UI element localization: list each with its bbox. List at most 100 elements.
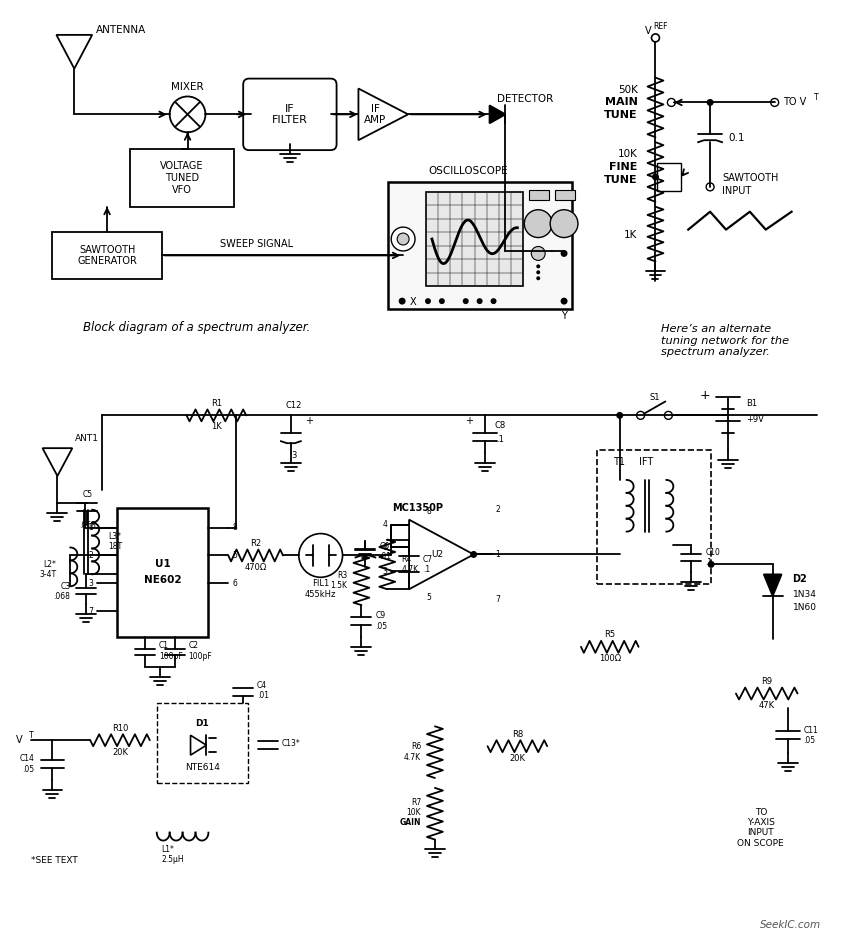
Text: R8: R8 (512, 730, 523, 739)
Text: SeekIC.com: SeekIC.com (760, 920, 821, 930)
Text: INPUT: INPUT (722, 186, 751, 196)
Text: 0.1: 0.1 (728, 133, 744, 143)
Circle shape (550, 210, 578, 237)
Text: 2: 2 (89, 551, 93, 560)
Circle shape (425, 298, 431, 304)
Circle shape (536, 270, 541, 274)
Text: 50K: 50K (618, 85, 638, 94)
Text: 1N34: 1N34 (793, 590, 816, 599)
Text: 6: 6 (233, 578, 237, 588)
Polygon shape (764, 575, 782, 596)
Text: L1*
2.5μH: L1* 2.5μH (162, 845, 184, 864)
Text: C5: C5 (82, 491, 92, 499)
Text: T: T (29, 731, 33, 740)
Text: L3*
18T: L3* 18T (108, 532, 122, 551)
Text: 455kHz: 455kHz (305, 590, 337, 599)
Text: 1: 1 (89, 523, 93, 532)
Circle shape (636, 412, 645, 419)
Text: 5: 5 (426, 593, 431, 602)
Text: +: + (700, 389, 710, 402)
Text: NE602: NE602 (144, 576, 182, 585)
Text: TO V: TO V (783, 97, 806, 107)
Text: *SEE TEXT: *SEE TEXT (30, 856, 77, 865)
Text: +: + (464, 416, 473, 427)
Circle shape (463, 298, 469, 304)
Text: R3
1.5K: R3 1.5K (331, 571, 348, 590)
Circle shape (706, 183, 714, 191)
Text: C13*: C13* (282, 739, 300, 748)
Text: TO
Y-AXIS
INPUT
ON SCOPE: TO Y-AXIS INPUT ON SCOPE (738, 807, 784, 848)
Text: FIL1: FIL1 (312, 578, 329, 588)
Text: C11
.05: C11 .05 (804, 725, 818, 745)
Text: MC1350P: MC1350P (393, 503, 443, 512)
Circle shape (439, 298, 445, 304)
Text: 20K: 20K (509, 754, 525, 763)
Text: R4
4.7K: R4 4.7K (401, 555, 418, 574)
Text: .1: .1 (497, 434, 504, 444)
Text: IFT: IFT (640, 457, 654, 467)
Text: X: X (409, 297, 416, 307)
Circle shape (706, 99, 713, 106)
Circle shape (707, 560, 715, 568)
Bar (117, 508, 208, 637)
Polygon shape (57, 35, 92, 69)
Text: C7
.1: C7 .1 (423, 555, 433, 574)
Text: 3: 3 (88, 578, 93, 588)
Polygon shape (190, 736, 206, 755)
Text: C9
.05: C9 .05 (376, 611, 387, 631)
Circle shape (470, 551, 477, 558)
Polygon shape (409, 520, 474, 589)
Text: 1K: 1K (211, 422, 222, 430)
Text: NTE614: NTE614 (185, 762, 220, 771)
Text: R7
10K: R7 10K (406, 798, 421, 818)
Text: V: V (16, 735, 23, 745)
Text: 1K: 1K (624, 230, 638, 239)
Text: IF
AMP: IF AMP (364, 104, 387, 125)
Circle shape (616, 412, 624, 419)
Circle shape (652, 173, 659, 181)
Text: ANT1: ANT1 (75, 433, 99, 443)
Circle shape (397, 233, 409, 245)
Polygon shape (359, 89, 408, 140)
Bar (596, 450, 711, 584)
Text: 8: 8 (426, 507, 431, 516)
Circle shape (549, 248, 556, 255)
Text: R2: R2 (250, 539, 261, 548)
Circle shape (398, 298, 405, 304)
Bar (530, 190, 549, 200)
Text: L2*
3-4T: L2* 3-4T (39, 560, 57, 579)
Text: T1: T1 (613, 457, 624, 467)
Text: R10: R10 (112, 723, 129, 733)
Circle shape (536, 265, 541, 268)
Text: .068: .068 (79, 521, 96, 530)
Text: 3: 3 (382, 567, 387, 576)
Text: Block diagram of a spectrum analyzer.: Block diagram of a spectrum analyzer. (83, 321, 310, 334)
Bar (157, 704, 248, 783)
Text: TUNE: TUNE (604, 175, 638, 185)
Text: 47K: 47K (759, 701, 775, 710)
Text: SAWTOOTH: SAWTOOTH (722, 173, 778, 183)
Text: 3: 3 (291, 450, 297, 460)
Text: SAWTOOTH
GENERATOR: SAWTOOTH GENERATOR (77, 245, 137, 267)
Text: 100Ω: 100Ω (599, 655, 621, 663)
Circle shape (531, 247, 545, 260)
Circle shape (651, 34, 659, 41)
Circle shape (667, 99, 675, 106)
Text: C6
.01: C6 .01 (379, 542, 392, 561)
Text: U2: U2 (431, 550, 443, 559)
Circle shape (476, 298, 482, 304)
Text: MAIN: MAIN (605, 97, 638, 107)
Text: VOLTAGE
TUNED
VFO: VOLTAGE TUNED VFO (161, 161, 204, 195)
Text: MIXER: MIXER (171, 82, 204, 91)
Text: C10
.1: C10 .1 (705, 547, 720, 567)
Text: ANTENNA: ANTENNA (96, 24, 146, 35)
FancyBboxPatch shape (243, 78, 337, 150)
Text: R5: R5 (604, 630, 615, 640)
Text: Here’s an alternate
tuning network for the
spectrum analyzer.: Here’s an alternate tuning network for t… (662, 324, 789, 357)
Text: 470Ω: 470Ω (244, 563, 266, 572)
Bar (130, 149, 234, 206)
Text: 2: 2 (496, 505, 500, 514)
Circle shape (664, 412, 673, 419)
Text: B1: B1 (746, 399, 757, 408)
Text: SWEEP SIGNAL: SWEEP SIGNAL (220, 239, 293, 250)
